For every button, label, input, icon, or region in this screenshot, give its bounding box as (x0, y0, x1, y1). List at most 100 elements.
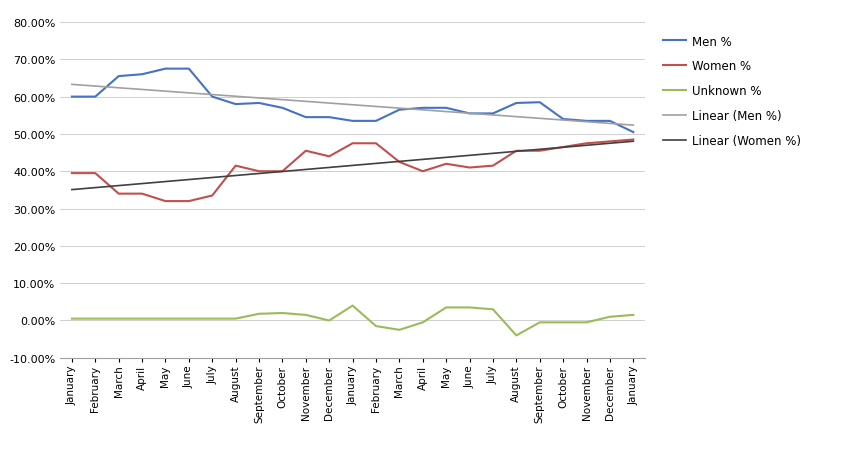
Linear (Men %) (581, 120, 592, 125)
Men % (347, 119, 358, 124)
Linear (Men %) (67, 83, 77, 88)
Women % (628, 137, 638, 143)
Linear (Women %) (184, 177, 194, 183)
Unknown % (511, 333, 521, 338)
Men % (418, 106, 428, 112)
Women % (160, 199, 170, 204)
Linear (Women %) (137, 181, 147, 187)
Line: Women %: Women % (72, 140, 633, 202)
Unknown % (418, 320, 428, 325)
Women % (464, 165, 475, 171)
Unknown % (371, 324, 381, 329)
Women % (535, 149, 545, 154)
Women % (418, 169, 428, 174)
Linear (Men %) (301, 99, 311, 105)
Women % (394, 160, 404, 165)
Linear (Women %) (207, 175, 218, 181)
Women % (207, 193, 218, 199)
Men % (277, 106, 287, 112)
Women % (90, 171, 101, 176)
Men % (254, 101, 264, 106)
Linear (Women %) (394, 159, 404, 165)
Linear (Men %) (137, 88, 147, 93)
Men % (114, 74, 124, 80)
Linear (Women %) (464, 153, 475, 159)
Men % (324, 115, 335, 121)
Women % (441, 162, 452, 167)
Unknown % (254, 311, 264, 317)
Linear (Women %) (581, 143, 592, 149)
Men % (488, 112, 498, 117)
Women % (301, 149, 311, 154)
Linear (Women %) (254, 171, 264, 177)
Women % (371, 141, 381, 147)
Women % (347, 141, 358, 147)
Unknown % (394, 327, 404, 333)
Linear (Men %) (324, 101, 335, 106)
Unknown % (605, 314, 615, 320)
Linear (Men %) (90, 84, 101, 90)
Men % (230, 102, 241, 107)
Unknown % (301, 313, 311, 318)
Men % (90, 95, 101, 100)
Unknown % (90, 316, 101, 322)
Men % (605, 119, 615, 124)
Linear (Women %) (511, 149, 521, 155)
Unknown % (581, 320, 592, 325)
Unknown % (207, 316, 218, 322)
Women % (137, 191, 147, 197)
Linear (Women %) (301, 168, 311, 173)
Linear (Men %) (114, 86, 124, 91)
Line: Linear (Men %): Linear (Men %) (72, 85, 633, 126)
Linear (Women %) (488, 151, 498, 157)
Linear (Women %) (371, 161, 381, 167)
Unknown % (441, 305, 452, 310)
Linear (Men %) (605, 121, 615, 127)
Women % (230, 163, 241, 169)
Unknown % (535, 320, 545, 325)
Unknown % (230, 316, 241, 322)
Linear (Women %) (418, 157, 428, 163)
Linear (Men %) (464, 111, 475, 117)
Unknown % (67, 316, 77, 322)
Unknown % (277, 311, 287, 316)
Linear (Men %) (184, 91, 194, 96)
Men % (207, 95, 218, 100)
Unknown % (184, 316, 194, 322)
Linear (Women %) (324, 165, 335, 171)
Linear (Women %) (605, 141, 615, 147)
Unknown % (628, 313, 638, 318)
Men % (137, 73, 147, 78)
Linear (Men %) (535, 116, 545, 122)
Men % (441, 106, 452, 112)
Men % (511, 101, 521, 106)
Women % (581, 141, 592, 147)
Women % (511, 149, 521, 154)
Linear (Women %) (160, 179, 170, 185)
Linear (Men %) (160, 89, 170, 95)
Women % (114, 191, 124, 197)
Women % (324, 154, 335, 160)
Women % (254, 169, 264, 174)
Men % (371, 119, 381, 124)
Men % (581, 119, 592, 124)
Linear (Women %) (230, 174, 241, 179)
Linear (Men %) (277, 98, 287, 103)
Unknown % (464, 305, 475, 310)
Linear (Men %) (488, 113, 498, 118)
Linear (Men %) (347, 103, 358, 108)
Unknown % (347, 303, 358, 308)
Women % (67, 171, 77, 176)
Unknown % (114, 316, 124, 322)
Linear (Men %) (418, 108, 428, 113)
Linear (Men %) (558, 118, 568, 123)
Unknown % (558, 320, 568, 325)
Women % (605, 140, 615, 145)
Men % (301, 115, 311, 121)
Linear (Women %) (535, 147, 545, 153)
Unknown % (488, 307, 498, 313)
Line: Men %: Men % (72, 69, 633, 133)
Line: Linear (Women %): Linear (Women %) (72, 142, 633, 190)
Unknown % (324, 318, 335, 324)
Linear (Women %) (347, 163, 358, 169)
